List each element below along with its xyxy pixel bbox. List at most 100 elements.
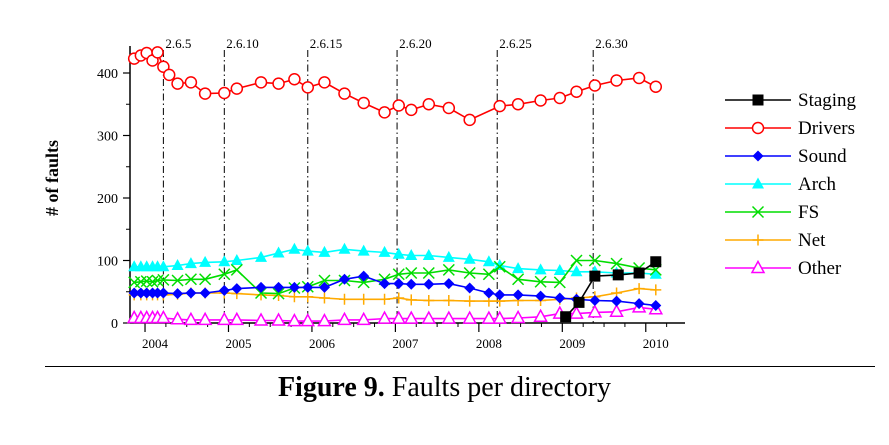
- legend: Staging Drivers Sound Arch FS Net Other: [725, 90, 857, 279]
- series-layer: [126, 46, 664, 327]
- data-point: [443, 278, 455, 290]
- data-point: [338, 293, 350, 305]
- data-point: [554, 292, 566, 304]
- data-point: [405, 249, 418, 260]
- data-point: [588, 254, 601, 267]
- data-point: [422, 249, 435, 260]
- data-point: [318, 292, 330, 304]
- data-point: [443, 295, 455, 306]
- data-point: [199, 255, 212, 267]
- data-point: [302, 291, 314, 303]
- data-point: [391, 310, 407, 324]
- data-point: [199, 287, 211, 299]
- data-point: [403, 310, 419, 324]
- legend-label: Net: [798, 230, 826, 251]
- release-label: 2.6.20: [399, 36, 432, 51]
- data-point: [510, 309, 526, 324]
- data-point: [230, 254, 243, 265]
- data-point: [217, 311, 232, 326]
- data-point: [442, 250, 455, 262]
- data-point: [157, 260, 170, 272]
- data-point: [318, 245, 331, 257]
- data-point: [534, 94, 547, 107]
- data-point: [392, 268, 405, 281]
- data-point: [184, 76, 198, 89]
- data-point: [422, 266, 435, 280]
- data-point: [392, 247, 405, 259]
- y-tick-label: 0: [111, 317, 118, 332]
- data-point: [272, 77, 285, 90]
- legend-marker: [752, 177, 764, 189]
- data-point: [650, 256, 662, 268]
- data-point: [254, 286, 268, 300]
- axes: 0 100 200 300 400 2004 2005 2006 2007 2008 2009 201…: [97, 46, 685, 351]
- legend-marker: [751, 121, 765, 135]
- data-point: [462, 310, 477, 324]
- data-point: [633, 267, 645, 279]
- data-point: [272, 246, 285, 258]
- data-point: [650, 300, 662, 311]
- data-point: [218, 268, 231, 281]
- data-point: [533, 308, 548, 322]
- data-point: [337, 311, 352, 326]
- data-point: [553, 276, 566, 289]
- data-point: [318, 274, 331, 287]
- data-point: [464, 295, 476, 307]
- data-point: [338, 273, 350, 285]
- data-point: [185, 287, 197, 299]
- data-point: [356, 311, 371, 326]
- data-point: [405, 294, 417, 306]
- data-point: [146, 275, 159, 288]
- data-point: [534, 275, 547, 288]
- data-point: [553, 91, 567, 105]
- data-point: [463, 113, 476, 127]
- data-point: [171, 77, 184, 90]
- data-point: [255, 281, 267, 293]
- data-point: [464, 282, 476, 294]
- y-tick-label: 400: [97, 67, 118, 82]
- data-point: [512, 273, 525, 286]
- x-tick-label: 2004: [142, 336, 169, 351]
- y-tick-label: 300: [97, 130, 118, 145]
- data-point: [649, 267, 662, 279]
- data-point: [650, 284, 662, 296]
- legend-entry-drivers: Drivers: [725, 118, 855, 139]
- data-point: [442, 263, 455, 276]
- data-point: [441, 310, 457, 324]
- figure-number: Figure 9.: [277, 372, 385, 403]
- data-point: [301, 244, 314, 256]
- data-point: [632, 71, 646, 85]
- series-line: [134, 306, 656, 322]
- data-point: [162, 68, 176, 82]
- data-point: [553, 264, 566, 275]
- data-point: [218, 86, 231, 100]
- release-label: 2.6.25: [499, 36, 531, 51]
- data-point: [611, 295, 623, 307]
- data-point: [338, 87, 351, 100]
- data-point: [184, 257, 197, 269]
- x-tick-label: 2006: [309, 336, 336, 351]
- data-point: [317, 313, 332, 327]
- x-tick-label: 2007: [392, 336, 419, 351]
- data-point: [171, 259, 184, 270]
- data-point: [512, 262, 525, 274]
- data-point: [393, 292, 405, 304]
- data-point: [318, 281, 330, 293]
- data-point: [511, 98, 525, 111]
- legend-entry-other: Other: [725, 258, 842, 279]
- data-point: [229, 311, 245, 326]
- data-point: [573, 296, 585, 308]
- data-point: [378, 106, 391, 119]
- series-staging: [560, 256, 662, 323]
- legend-label: Drivers: [798, 118, 855, 139]
- figure-title: Faults per directory: [391, 372, 612, 403]
- data-point: [463, 252, 476, 264]
- data-point: [157, 273, 170, 286]
- data-point: [570, 254, 583, 267]
- legend-marker: [751, 205, 765, 219]
- data-point: [463, 266, 476, 280]
- data-point: [128, 287, 140, 299]
- data-point: [301, 81, 315, 94]
- release-label: 2.6.5: [165, 36, 191, 51]
